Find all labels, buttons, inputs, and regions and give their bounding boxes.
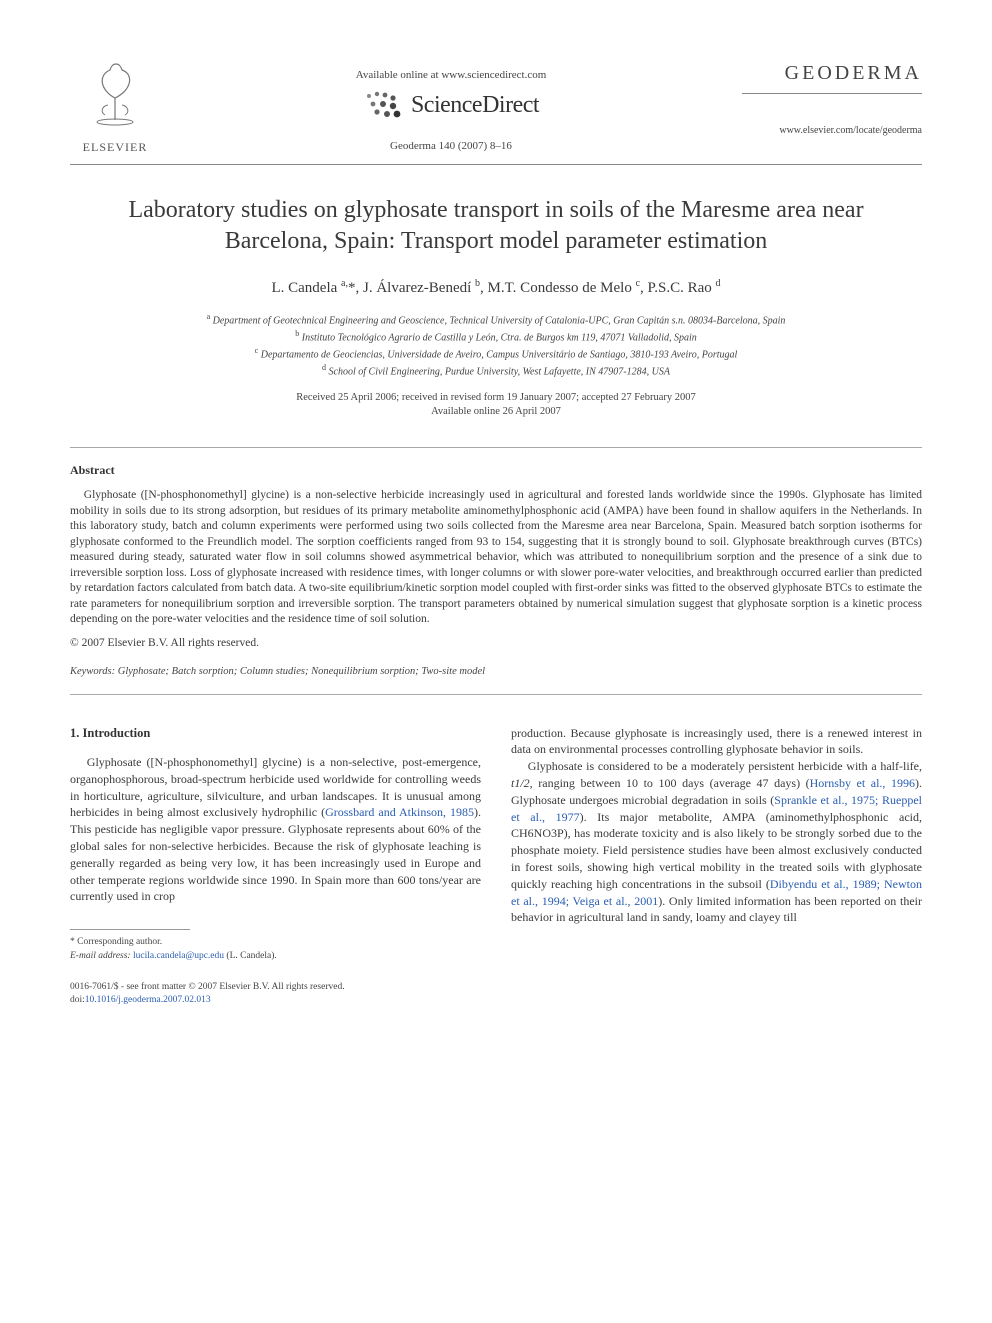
intro-p2-b: , ranging between 10 to 100 days (averag… [530,776,810,790]
header-rule-right [742,93,922,94]
intro-para-1-cont: production. Because glyphosate is increa… [511,725,922,759]
abstract-body: Glyphosate ([N-phosphonomethyl] glycine)… [70,488,922,628]
intro-para-1: Glyphosate ([N-phosphonomethyl] glycine)… [70,754,481,905]
dates-received: Received 25 April 2006; received in revi… [70,391,922,405]
intro-p2-a: Glyphosate is considered to be a moderat… [528,759,922,773]
elsevier-tree-icon [80,60,150,130]
footnote-rule [70,929,190,930]
keywords-line: Keywords: Glyphosate; Batch sorption; Co… [70,665,922,679]
intro-p1-b: ). This pesticide has negligible vapor p… [70,805,481,903]
doi-link[interactable]: 10.1016/j.geoderma.2007.02.013 [85,995,211,1005]
front-matter-line: 0016-7061/$ - see front matter © 2007 El… [70,981,481,994]
article-title: Laboratory studies on glyphosate transpo… [70,195,922,257]
sciencedirect-text: ScienceDirect [411,89,539,121]
footnote-email[interactable]: lucila.candela@upc.edu [133,951,224,961]
right-header: GEODERMA www.elsevier.com/locate/geoderm… [742,60,922,138]
journal-url: www.elsevier.com/locate/geoderma [742,124,922,138]
left-column: 1. Introduction Glyphosate ([N-phosphono… [70,725,481,1008]
footnote-email-who: (L. Candela). [226,951,276,961]
abstract-heading: Abstract [70,462,922,478]
dates-online: Available online 26 April 2007 [70,405,922,419]
abstract-bottom-rule [70,694,922,695]
doi-label: doi: [70,995,85,1005]
available-online-line: Available online at www.sciencedirect.co… [160,68,742,83]
t-half-symbol: t1/2 [511,776,530,790]
elsevier-label: ELSEVIER [70,139,160,155]
intro-para-2: Glyphosate is considered to be a moderat… [511,758,922,926]
footnote-email-line: E-mail address: lucila.candela@upc.edu (… [70,950,481,963]
affiliations: a Department of Geotechnical Engineering… [70,312,922,378]
journal-reference: Geoderma 140 (2007) 8–16 [160,139,742,154]
sciencedirect-logo: ScienceDirect [363,89,539,121]
authors-line: L. Candela a,*, J. Álvarez-Benedí b, M.T… [70,277,922,298]
keywords-list: Glyphosate; Batch sorption; Column studi… [118,666,485,677]
keywords-label: Keywords: [70,666,115,677]
front-matter-footer: 0016-7061/$ - see front matter © 2007 El… [70,981,481,1008]
journal-name: GEODERMA [742,60,922,87]
footnote-star: * Corresponding author. [70,936,481,949]
article-dates: Received 25 April 2006; received in revi… [70,391,922,419]
affiliation-line: a Department of Geotechnical Engineering… [70,312,922,328]
section-heading-intro: 1. Introduction [70,725,481,743]
center-header: Available online at www.sciencedirect.co… [160,60,742,154]
ref-grossbard[interactable]: Grossbard and Atkinson, 1985 [325,805,474,819]
header-rule [70,164,922,165]
ref-hornsby[interactable]: Hornsby et al., 1996 [810,776,915,790]
affiliation-line: b Instituto Tecnológico Agrario de Casti… [70,329,922,345]
abstract-top-rule [70,447,922,448]
page-header: ELSEVIER Available online at www.science… [70,60,922,155]
corresponding-author-note: * Corresponding author. E-mail address: … [70,936,481,963]
sciencedirect-dots-icon [363,90,403,120]
footnote-email-label: E-mail address: [70,951,131,961]
doi-line: doi:10.1016/j.geoderma.2007.02.013 [70,994,481,1007]
elsevier-logo-block: ELSEVIER [70,60,160,155]
abstract-copyright: © 2007 Elsevier B.V. All rights reserved… [70,636,922,652]
affiliation-line: d School of Civil Engineering, Purdue Un… [70,363,922,379]
body-columns: 1. Introduction Glyphosate ([N-phosphono… [70,725,922,1008]
affiliation-line: c Departamento de Geociencias, Universid… [70,346,922,362]
right-column: production. Because glyphosate is increa… [511,725,922,1008]
